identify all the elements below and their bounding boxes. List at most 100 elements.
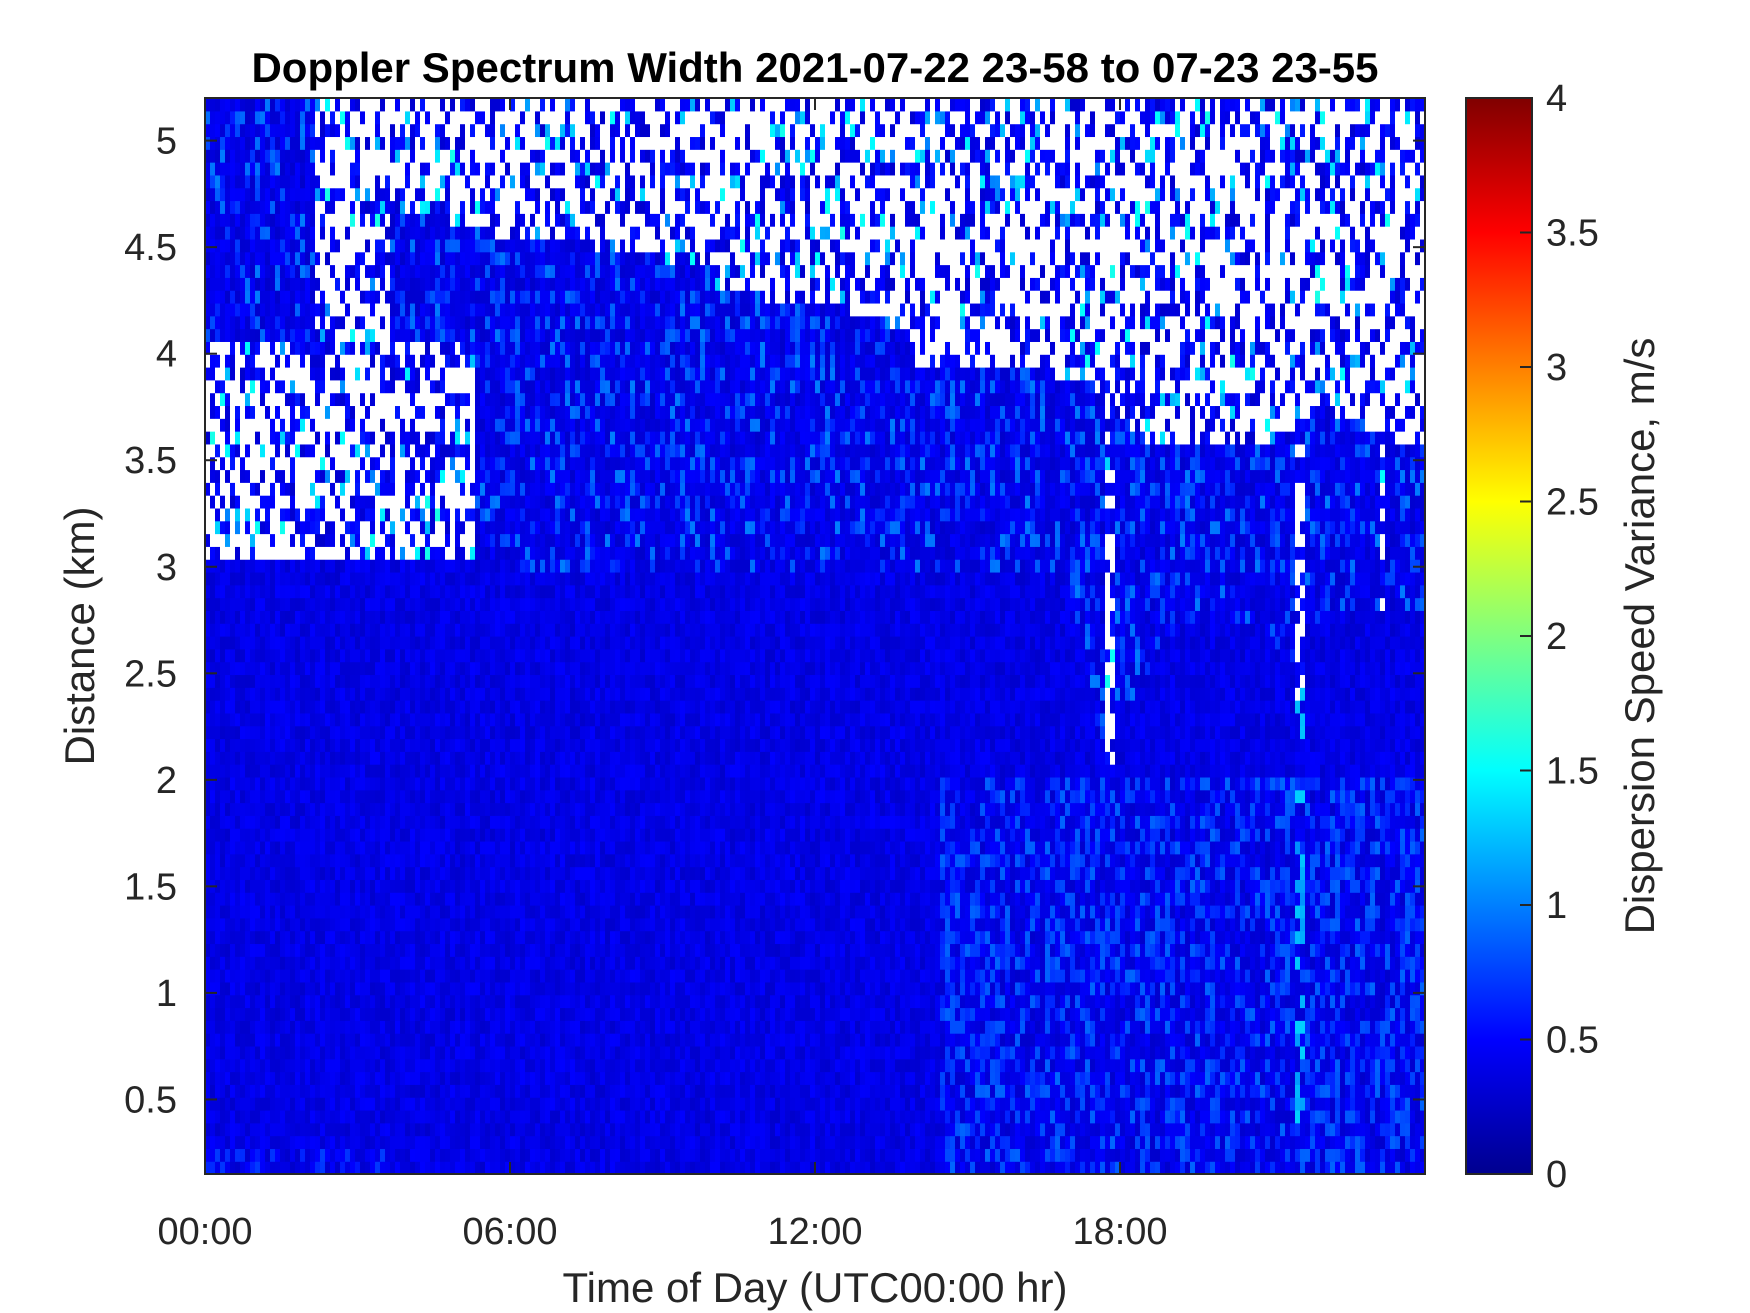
heatmap-cell bbox=[250, 584, 256, 599]
heatmap-cell bbox=[330, 943, 336, 957]
heatmap-cell bbox=[430, 533, 436, 547]
heatmap-cell bbox=[335, 533, 341, 547]
heatmap-cell bbox=[375, 636, 381, 650]
heatmap-cell bbox=[280, 1084, 286, 1098]
heatmap-cell bbox=[460, 495, 466, 509]
heatmap-cell bbox=[265, 648, 271, 663]
heatmap-cell bbox=[330, 636, 336, 650]
heatmap-cell bbox=[380, 738, 386, 752]
heatmap-cell bbox=[325, 930, 331, 945]
heatmap-cell bbox=[255, 636, 261, 650]
heatmap-cell bbox=[430, 443, 436, 458]
heatmap-cell bbox=[275, 815, 281, 829]
heatmap-cell bbox=[340, 648, 346, 663]
heatmap-cell bbox=[285, 981, 291, 996]
heatmap-cell bbox=[345, 725, 351, 740]
heatmap-cell bbox=[315, 1135, 321, 1149]
heatmap-cell bbox=[425, 110, 431, 125]
heatmap-cell bbox=[400, 930, 406, 945]
heatmap-cell bbox=[440, 853, 446, 868]
heatmap-cell bbox=[380, 98, 386, 112]
heatmap-cell bbox=[295, 815, 301, 829]
heatmap-cell bbox=[300, 495, 306, 509]
heatmap-cell bbox=[270, 994, 276, 1009]
heatmap-cell bbox=[295, 956, 301, 970]
heatmap-cell bbox=[355, 405, 361, 419]
heatmap-cell bbox=[465, 584, 471, 599]
heatmap-cell bbox=[230, 302, 236, 317]
heatmap-cell bbox=[435, 712, 441, 727]
heatmap-cell bbox=[250, 610, 256, 624]
heatmap-cell bbox=[465, 1084, 471, 1098]
heatmap-cell bbox=[300, 725, 306, 740]
heatmap-cell bbox=[250, 994, 256, 1009]
heatmap-cell bbox=[210, 520, 216, 535]
heatmap-cell bbox=[435, 290, 441, 304]
heatmap-cell bbox=[270, 712, 276, 727]
heatmap-cell bbox=[370, 956, 376, 970]
heatmap-cell bbox=[365, 776, 371, 791]
heatmap-cell bbox=[205, 802, 211, 816]
heatmap-cell bbox=[400, 981, 406, 996]
heatmap-cell bbox=[375, 687, 381, 701]
heatmap-cell bbox=[355, 738, 361, 752]
heatmap-cell bbox=[270, 905, 276, 919]
heatmap-cell bbox=[255, 469, 261, 483]
heatmap-cell bbox=[370, 674, 376, 688]
heatmap-cell bbox=[270, 674, 276, 688]
heatmap-cell bbox=[230, 1135, 236, 1149]
heatmap-cell bbox=[355, 418, 361, 432]
heatmap-cell bbox=[210, 482, 216, 496]
heatmap-cell bbox=[310, 648, 316, 663]
heatmap-cell bbox=[380, 1007, 386, 1021]
heatmap-cell bbox=[350, 943, 356, 957]
heatmap-cell bbox=[380, 943, 386, 957]
heatmap-cell bbox=[345, 251, 351, 266]
heatmap-cell bbox=[215, 226, 221, 240]
heatmap-cell bbox=[345, 354, 351, 368]
heatmap-cell bbox=[415, 392, 421, 407]
heatmap-cell bbox=[430, 815, 436, 829]
heatmap-cell bbox=[285, 290, 291, 304]
heatmap-cell bbox=[480, 917, 486, 932]
heatmap-cell bbox=[500, 764, 506, 778]
heatmap-cell bbox=[370, 1071, 376, 1085]
heatmap-cell bbox=[260, 674, 266, 688]
heatmap-cell bbox=[235, 636, 241, 650]
heatmap-cell bbox=[330, 418, 336, 432]
heatmap-cell bbox=[485, 1045, 491, 1060]
heatmap-cell bbox=[280, 661, 286, 676]
heatmap-cell bbox=[245, 302, 251, 317]
heatmap-cell bbox=[250, 226, 256, 240]
heatmap-cell bbox=[255, 789, 261, 804]
heatmap-cell bbox=[215, 597, 221, 611]
heatmap-cell bbox=[225, 1148, 231, 1162]
heatmap-cell bbox=[295, 1007, 301, 1021]
heatmap-cell bbox=[230, 1045, 236, 1060]
heatmap-cell bbox=[450, 238, 456, 253]
heatmap-cell bbox=[490, 725, 496, 740]
heatmap-cell bbox=[445, 559, 451, 573]
heatmap-cell bbox=[410, 776, 416, 791]
heatmap-cell bbox=[425, 328, 431, 342]
heatmap-cell bbox=[305, 764, 311, 778]
heatmap-cell bbox=[275, 840, 281, 855]
heatmap-cell bbox=[365, 930, 371, 945]
heatmap-cell bbox=[355, 597, 361, 611]
heatmap-cell bbox=[405, 1109, 411, 1124]
heatmap-cell bbox=[290, 764, 296, 778]
heatmap-cell bbox=[250, 1122, 256, 1137]
heatmap-cell bbox=[415, 149, 421, 163]
heatmap-cell bbox=[350, 495, 356, 509]
heatmap-cell bbox=[370, 110, 376, 125]
heatmap-cell bbox=[370, 136, 376, 150]
heatmap-cell bbox=[480, 853, 486, 868]
heatmap-cell bbox=[455, 866, 461, 880]
heatmap-cell bbox=[405, 405, 411, 419]
heatmap-cell bbox=[410, 533, 416, 547]
heatmap-cell bbox=[460, 1058, 466, 1073]
heatmap-cell bbox=[300, 302, 306, 317]
heatmap-cell bbox=[280, 149, 286, 163]
heatmap-cell bbox=[290, 892, 296, 906]
heatmap-cell bbox=[230, 341, 236, 355]
